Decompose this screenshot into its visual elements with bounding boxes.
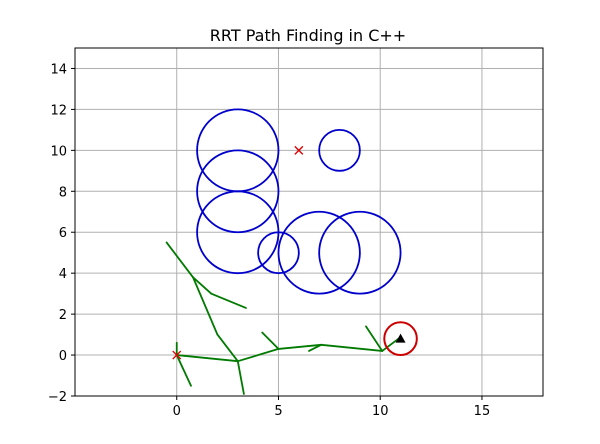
y-tick-label: 14 [50,62,67,77]
x-tick-label: 15 [474,404,491,419]
y-tick-label: 4 [59,267,67,282]
grid [75,48,543,397]
tree-edge [261,331,280,350]
tree-edge [192,276,213,295]
y-tick-label: −2 [48,390,67,405]
goal-region-circle [383,321,418,357]
obstacle-circle [196,149,280,234]
y-tick-label: 0 [59,349,67,364]
y-tick-label: 12 [50,103,67,118]
tree-edge [277,343,323,350]
tree-edge [308,343,323,352]
chart-title: RRT Path Finding in C++ [210,26,406,45]
tree-edge [236,348,280,363]
tree-edge [365,325,384,352]
obstacle-circle [318,128,361,172]
tree-edge [236,360,245,395]
tree-edge [192,276,219,336]
tree-edge [175,354,192,387]
y-tick-label: 8 [59,185,67,200]
x-tick-label: 10 [372,404,389,419]
obstacle-circle [318,210,402,295]
waypoint-marker [294,145,304,155]
tree-edge [210,292,247,309]
x-tick-label: 0 [173,404,181,419]
axis-ticks: 0 5 10 15 −2 0 2 4 6 8 10 12 14 [48,62,490,419]
tree-edge [165,241,194,279]
start-marker [172,350,182,360]
obstacle-circle [257,231,300,275]
tree-edge [175,354,239,363]
tree-edge [216,333,239,363]
tree-edge [381,337,400,352]
tree-edge [320,343,384,352]
y-tick-label: 2 [59,308,67,323]
obstacle-circle [277,210,361,295]
y-tick-label: 10 [50,144,67,159]
plot-content [165,108,418,395]
y-tick-label: 6 [59,226,67,241]
x-tick-label: 5 [274,404,282,419]
plot-frame [74,47,544,397]
goal-marker [395,333,406,343]
